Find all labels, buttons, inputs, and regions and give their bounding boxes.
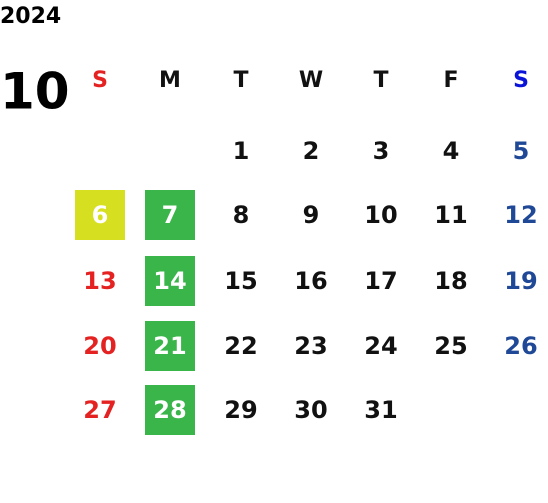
day: 17 (364, 267, 397, 295)
day: 21 (153, 332, 186, 360)
day: 22 (224, 332, 257, 360)
day: 6 (92, 201, 109, 229)
highlight (75, 190, 125, 240)
day: 15 (224, 267, 257, 295)
weekday-label: S (92, 68, 108, 93)
day: 30 (294, 396, 327, 424)
day: 12 (504, 201, 537, 229)
day: 27 (83, 396, 116, 424)
highlight (145, 190, 195, 240)
weekday-label: T (233, 68, 248, 93)
day: 24 (364, 332, 397, 360)
day: 7 (162, 201, 179, 229)
day: 3 (373, 137, 390, 165)
day: 4 (443, 137, 460, 165)
day: 19 (504, 267, 537, 295)
day: 2 (303, 137, 320, 165)
month: 10 (0, 63, 70, 121)
weekday-label: F (443, 68, 458, 93)
day: 5 (513, 137, 530, 165)
highlight (145, 256, 195, 306)
day: 26 (504, 332, 537, 360)
highlight (145, 321, 195, 371)
day: 23 (294, 332, 327, 360)
weekday-label: W (299, 68, 323, 93)
day: 29 (224, 396, 257, 424)
day: 20 (83, 332, 116, 360)
day: 11 (434, 201, 467, 229)
weekday-label: S (513, 68, 529, 93)
day: 25 (434, 332, 467, 360)
day: 28 (153, 396, 186, 424)
day: 10 (364, 201, 397, 229)
day: 9 (303, 201, 320, 229)
day: 13 (83, 267, 116, 295)
day: 1 (233, 137, 250, 165)
highlight (145, 385, 195, 435)
day: 14 (153, 267, 186, 295)
day: 16 (294, 267, 327, 295)
weekday-label: M (159, 68, 181, 93)
day: 18 (434, 267, 467, 295)
year: 2024 (0, 4, 61, 29)
day: 31 (364, 396, 397, 424)
weekday-label: T (373, 68, 388, 93)
day: 8 (233, 201, 250, 229)
